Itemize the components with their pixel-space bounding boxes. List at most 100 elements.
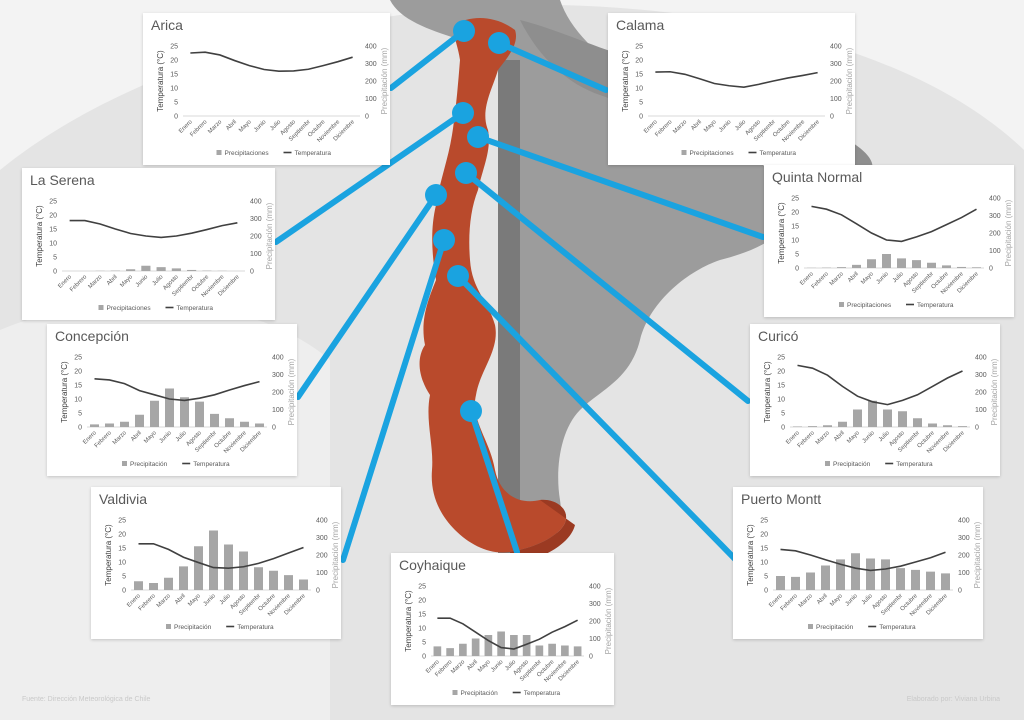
connector-arica bbox=[388, 28, 467, 91]
connector-quinta-normal bbox=[475, 134, 766, 240]
chart-canvas: 0 5 10 15 20 25 0 100 200 300 400 Temperatura (°C) P… bbox=[763, 355, 999, 469]
precipitation-bar bbox=[927, 262, 936, 268]
legend-label-temperature: Temperatura bbox=[177, 305, 214, 312]
station-dot-coyhaique bbox=[460, 400, 482, 422]
y-tick-label: 5 bbox=[781, 411, 785, 418]
y-tick-label: 10 bbox=[760, 560, 768, 567]
y2-tick-label: 200 bbox=[272, 390, 284, 397]
chart-title: La Serena bbox=[30, 172, 95, 188]
legend-label-precipitation: Precipitaciones bbox=[847, 302, 892, 309]
y2-tick-label: 100 bbox=[589, 636, 601, 643]
x-tick-label: Abril bbox=[690, 119, 703, 132]
legend-swatch-precipitation bbox=[825, 461, 830, 466]
legend-label-precipitation: Precipitación bbox=[816, 624, 854, 631]
y-tick-label: 15 bbox=[777, 383, 785, 390]
land-shadow bbox=[498, 60, 520, 560]
precipitation-bar bbox=[209, 530, 218, 590]
chart-canvas: 0 5 10 15 20 25 0 100 200 300 400 Temperatura (°C) P… bbox=[60, 355, 296, 469]
y2-tick-label: 200 bbox=[830, 79, 842, 86]
y2-tick-label: 0 bbox=[250, 269, 254, 276]
x-tick-label: Abril bbox=[847, 271, 860, 284]
legend-swatch-precipitation bbox=[166, 624, 171, 629]
precipitation-bar bbox=[942, 265, 951, 268]
precipitation-bar bbox=[913, 418, 922, 427]
x-tick-label: Julio bbox=[152, 274, 165, 287]
precipitation-bar bbox=[911, 569, 920, 590]
x-tick-label: Abril bbox=[106, 274, 119, 287]
precipitation-bar bbox=[446, 648, 454, 656]
precipitation-bar bbox=[299, 579, 308, 590]
precipitation-bar bbox=[896, 568, 905, 590]
legend-label-precipitation: Precipitación bbox=[461, 690, 499, 697]
y2-tick-label: 300 bbox=[250, 216, 262, 223]
legend-label-temperature: Temperatura bbox=[917, 302, 954, 309]
legend-swatch-precipitation bbox=[98, 305, 104, 310]
y-tick-label: 10 bbox=[418, 626, 426, 633]
y2-axis-title: Precipitación (mm) bbox=[380, 47, 389, 114]
y-tick-label: 5 bbox=[53, 255, 57, 262]
precipitation-bar bbox=[484, 635, 493, 656]
climograph-puerto-montt: Puerto Montt 0 5 10 15 20 25 0 100 200 300 400 Temp… bbox=[733, 487, 983, 639]
temperature-line bbox=[655, 70, 818, 88]
legend-swatch-precipitation bbox=[808, 624, 813, 629]
y-tick-label: 5 bbox=[764, 574, 768, 581]
precipitation-bar bbox=[165, 388, 174, 427]
precipitation-bar bbox=[821, 565, 830, 590]
y2-tick-label: 300 bbox=[958, 535, 970, 542]
precipitation-bar bbox=[836, 559, 845, 590]
precipitation-bar bbox=[898, 411, 907, 427]
chart-title: Puerto Montt bbox=[741, 491, 822, 507]
y2-tick-label: 400 bbox=[830, 44, 842, 51]
y-tick-label: 10 bbox=[118, 560, 126, 567]
precipitation-bar bbox=[838, 421, 847, 427]
precipitation-bar bbox=[149, 583, 158, 590]
y2-axis-title: Precipitación (mm) bbox=[265, 202, 274, 269]
y2-tick-label: 400 bbox=[316, 518, 328, 525]
x-tick-label: Junio bbox=[862, 430, 877, 445]
y2-tick-label: 300 bbox=[316, 535, 328, 542]
precipitation-bar bbox=[912, 260, 921, 268]
y-tick-label: 25 bbox=[777, 355, 785, 362]
y2-tick-label: 300 bbox=[365, 61, 377, 68]
y2-axis-title: Precipitación (mm) bbox=[331, 521, 340, 588]
precipitation-bar bbox=[535, 645, 544, 656]
temperature-line bbox=[69, 219, 238, 239]
precipitation-bar bbox=[164, 577, 173, 590]
y-tick-label: 10 bbox=[635, 86, 643, 93]
connector-puerto-montt bbox=[455, 273, 739, 563]
chart-title: Coyhaique bbox=[399, 557, 466, 573]
y-tick-label: 5 bbox=[78, 411, 82, 418]
precipitation-bar bbox=[210, 413, 219, 427]
connector-valdivia bbox=[340, 237, 447, 563]
legend-swatch-precipitation bbox=[839, 302, 844, 307]
y-tick-label: 5 bbox=[422, 640, 426, 647]
precipitation-bar bbox=[853, 409, 862, 427]
y2-tick-label: 400 bbox=[365, 44, 377, 51]
y-tick-label: 5 bbox=[174, 100, 178, 107]
y2-tick-label: 300 bbox=[975, 372, 987, 379]
precipitation-bar bbox=[957, 266, 966, 268]
chart-title: Quinta Normal bbox=[772, 169, 863, 185]
precipitation-bar bbox=[866, 558, 875, 590]
connector-concepcion bbox=[295, 192, 439, 400]
station-dot-concepcion bbox=[425, 184, 447, 206]
connector-calama bbox=[496, 40, 609, 93]
y2-tick-label: 200 bbox=[250, 234, 262, 241]
precipitation-bar bbox=[134, 581, 143, 590]
y2-tick-label: 400 bbox=[958, 518, 970, 525]
legend-label-temperature: Temperatura bbox=[524, 690, 561, 697]
y-tick-label: 20 bbox=[791, 210, 799, 217]
y-axis-title: Temperatura (°C) bbox=[746, 524, 755, 586]
x-tick-label: Mayo bbox=[860, 271, 875, 286]
temperature-line bbox=[190, 51, 353, 73]
y-tick-label: 5 bbox=[795, 252, 799, 259]
y2-tick-label: 300 bbox=[589, 601, 601, 608]
y-tick-label: 0 bbox=[53, 269, 57, 276]
y2-tick-label: 0 bbox=[975, 425, 979, 432]
x-tick-label: Marzo bbox=[450, 659, 466, 675]
precipitation-bar bbox=[156, 267, 166, 271]
y2-tick-label: 100 bbox=[830, 96, 842, 103]
legend-label-precipitation: Precipitación bbox=[174, 624, 212, 631]
chart-title: Calama bbox=[616, 17, 665, 33]
precipitation-bar bbox=[851, 553, 860, 590]
